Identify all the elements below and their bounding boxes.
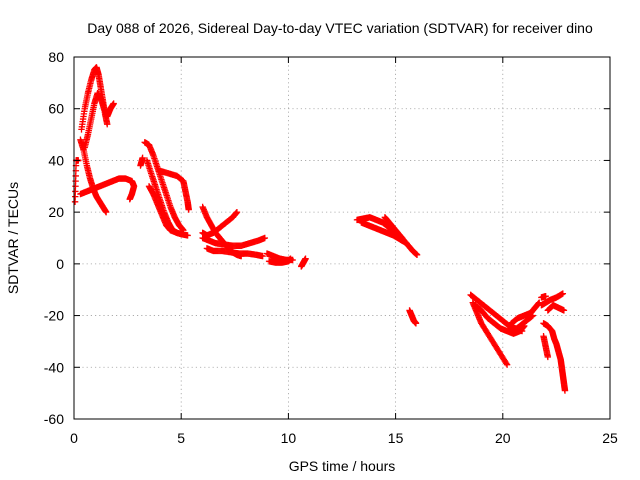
- y-tick-label: 40: [48, 152, 64, 168]
- data-point: [259, 252, 266, 260]
- series-arc-23: [469, 299, 511, 368]
- data-point: [412, 320, 420, 327]
- chart-title: Day 088 of 2026, Sidereal Day-to-day VTE…: [87, 20, 593, 36]
- series-arc-16: [265, 255, 294, 266]
- series-arc-27: [538, 292, 549, 301]
- data-point: [561, 387, 569, 394]
- series-arc-21: [406, 307, 420, 327]
- data-point: [302, 255, 309, 262]
- y-tick-label: -20: [44, 308, 64, 324]
- y-tick-label: 20: [48, 204, 64, 220]
- series-arc-13: [203, 245, 266, 260]
- data-point: [503, 360, 510, 367]
- data-point: [233, 208, 241, 216]
- series-arc-1: [71, 157, 82, 205]
- data-point: [110, 100, 117, 107]
- series-arc-31: [540, 333, 552, 361]
- series-arc-7: [141, 139, 187, 234]
- data-point: [559, 290, 567, 297]
- series-arc-10: [156, 167, 192, 213]
- data-points: [71, 64, 569, 394]
- series-arc-17: [298, 255, 309, 270]
- data-point: [544, 353, 552, 361]
- x-tick-label: 15: [388, 430, 404, 446]
- data-point: [403, 239, 410, 247]
- data-point: [185, 206, 192, 213]
- x-tick-label: 0: [70, 430, 78, 446]
- series-arc-28: [538, 290, 567, 309]
- x-tick-label: 20: [495, 430, 511, 446]
- series-arc-12: [199, 234, 269, 249]
- series-arc-6: [137, 154, 146, 169]
- series-arc-5: [77, 175, 138, 203]
- y-tick-label: -40: [44, 359, 64, 375]
- x-tick-label: 10: [281, 430, 297, 446]
- data-point: [503, 361, 511, 368]
- data-point: [126, 196, 133, 203]
- x-tick-label: 5: [177, 430, 185, 446]
- x-tick-label: 25: [602, 430, 618, 446]
- series-arc-29: [540, 320, 569, 394]
- data-point: [529, 312, 537, 319]
- data-point: [102, 208, 110, 216]
- y-tick-label: -60: [44, 411, 64, 427]
- series-arc-30: [544, 302, 568, 314]
- series-arc-20: [381, 214, 406, 242]
- axis-ticks: 0 5 10 15 20 25 -60 -40 -20 0 20 40 60 80: [44, 49, 618, 446]
- series-arc-9: [145, 183, 181, 237]
- data-point: [104, 121, 111, 128]
- data-point: [287, 255, 294, 262]
- series-arc-14: [199, 208, 241, 239]
- data-point: [173, 229, 181, 237]
- series-arc-4: [81, 90, 117, 151]
- grid: [74, 57, 610, 419]
- data-point: [413, 251, 421, 259]
- data-point: [398, 234, 406, 242]
- data-point: [542, 292, 549, 300]
- x-axis-label: GPS time / hours: [289, 458, 396, 474]
- y-axis-label: SDTVAR / TECUs: [5, 182, 21, 294]
- series-arc-2: [77, 136, 110, 216]
- data-point: [139, 154, 146, 162]
- data-point: [560, 307, 568, 314]
- y-tick-label: 60: [48, 101, 64, 117]
- series-arc-26: [510, 312, 537, 335]
- y-tick-label: 80: [48, 49, 64, 65]
- data-point: [261, 234, 269, 242]
- y-tick-label: 0: [56, 256, 64, 272]
- plot-frame: [73, 56, 611, 420]
- data-point: [184, 232, 191, 239]
